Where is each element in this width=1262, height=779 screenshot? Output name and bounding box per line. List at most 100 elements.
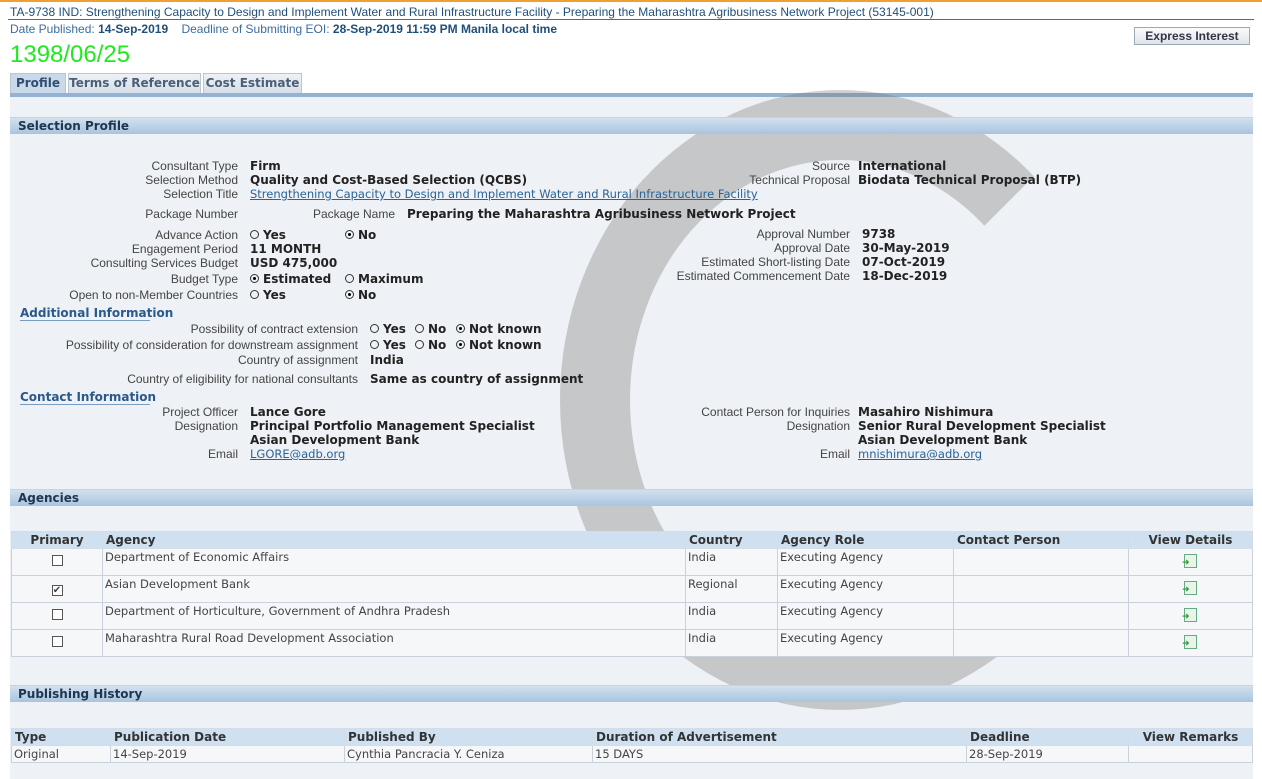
view-details-icon[interactable] bbox=[1182, 634, 1197, 649]
budget-type-estimated[interactable]: Estimated bbox=[250, 272, 331, 286]
col-duration: Duration of Advertisement bbox=[592, 728, 967, 746]
project-officer-value: Lance Gore bbox=[250, 405, 326, 419]
primary-checkbox[interactable]: ✔ bbox=[51, 585, 63, 596]
project-officer-label: Project Officer bbox=[162, 405, 238, 419]
pub-type: Original bbox=[11, 745, 111, 763]
pub-date: 14-Sep-2019 bbox=[110, 745, 345, 763]
col-agency: Agency bbox=[102, 531, 686, 549]
downstream-yes[interactable]: Yes bbox=[370, 338, 406, 352]
package-name-value: Preparing the Maharashtra Agribusiness N… bbox=[407, 207, 796, 221]
advance-action-label: Advance Action bbox=[155, 228, 238, 242]
tab-bar bbox=[10, 93, 1253, 97]
source-value: International bbox=[858, 159, 947, 173]
extension-not-known[interactable]: Not known bbox=[456, 322, 542, 336]
extension-yes[interactable]: Yes bbox=[370, 322, 406, 336]
selection-method-value: Quality and Cost-Based Selection (QCBS) bbox=[250, 173, 528, 187]
col-type: Type bbox=[11, 728, 111, 746]
budget-value: USD 475,000 bbox=[250, 256, 338, 270]
officer-organization: Asian Development Bank bbox=[250, 433, 420, 447]
downstream-label: Possibility of consideration for downstr… bbox=[65, 338, 358, 352]
pub-duration: 15 DAYS bbox=[592, 745, 967, 763]
downstream-not-known[interactable]: Not known bbox=[456, 338, 542, 352]
additional-information-heading: Additional Information bbox=[20, 306, 174, 321]
agency-country: Regional bbox=[685, 575, 778, 603]
inquiries-label: Contact Person for Inquiries bbox=[701, 405, 850, 419]
officer-designation-label: Designation bbox=[174, 419, 238, 433]
agency-contact bbox=[953, 575, 1129, 603]
col-deadline: Deadline bbox=[966, 728, 1129, 746]
consultant-type-label: Consultant Type bbox=[151, 159, 238, 173]
date-published: 14-Sep-2019 bbox=[98, 22, 169, 36]
agency-country: India bbox=[685, 548, 778, 576]
top-accent-line bbox=[0, 0, 1262, 2]
col-contact-person: Contact Person bbox=[953, 531, 1129, 549]
approval-date-label: Approval Date bbox=[773, 241, 850, 255]
primary-checkbox[interactable] bbox=[51, 555, 63, 566]
deadline-label: Deadline of Submitting EOI: bbox=[181, 22, 330, 36]
downstream-no[interactable]: No bbox=[415, 338, 446, 352]
agency-country: India bbox=[685, 629, 778, 657]
agency-contact bbox=[953, 629, 1129, 657]
non-member-no[interactable]: No bbox=[345, 288, 376, 302]
package-name-label: Package Name bbox=[312, 207, 395, 221]
view-details-icon[interactable] bbox=[1182, 580, 1197, 595]
agency-name: Maharashtra Rural Road Development Assoc… bbox=[102, 629, 686, 657]
extension-no[interactable]: No bbox=[415, 322, 446, 336]
agency-country: India bbox=[685, 602, 778, 630]
package-number-label: Package Number bbox=[145, 207, 238, 221]
country-assignment-label: Country of assignment bbox=[237, 353, 358, 367]
commencement-date-label: Estimated Commencement Date bbox=[676, 269, 850, 283]
non-member-label: Open to non-Member Countries bbox=[69, 288, 238, 302]
view-details-icon[interactable] bbox=[1182, 553, 1197, 568]
col-primary: Primary bbox=[11, 531, 103, 549]
section-agencies: Agencies bbox=[10, 489, 1253, 506]
agency-row: Department of Horticulture, Government o… bbox=[11, 602, 1253, 630]
consultant-type-value: Firm bbox=[250, 159, 281, 173]
view-details-icon[interactable] bbox=[1182, 607, 1197, 622]
selection-title-link[interactable]: Strengthening Capacity to Design and Imp… bbox=[250, 187, 758, 201]
advance-action-no[interactable]: No bbox=[345, 228, 376, 242]
approval-date-value: 30-May-2019 bbox=[862, 241, 950, 255]
tab-cost-estimate[interactable]: Cost Estimate bbox=[203, 73, 302, 94]
advance-action-yes[interactable]: Yes bbox=[250, 228, 286, 242]
engagement-period-label: Engagement Period bbox=[131, 242, 238, 256]
col-published-by: Published By bbox=[344, 728, 593, 746]
tab-profile[interactable]: Profile bbox=[10, 73, 66, 94]
date-published-label: Date Published: bbox=[10, 22, 95, 36]
agency-role: Executing Agency bbox=[777, 629, 954, 657]
col-view-details: View Details bbox=[1128, 531, 1253, 549]
title-divider bbox=[8, 19, 1254, 20]
country-assignment-value: India bbox=[370, 353, 404, 367]
col-publication-date: Publication Date bbox=[110, 728, 345, 746]
agency-name: Department of Economic Affairs bbox=[102, 548, 686, 576]
approval-number-value: 9738 bbox=[862, 227, 896, 241]
pub-deadline: 28-Sep-2019 bbox=[966, 745, 1129, 763]
officer-email-label: Email bbox=[207, 447, 238, 461]
content-area bbox=[10, 97, 1253, 779]
tab-terms-of-reference[interactable]: Terms of Reference bbox=[68, 73, 201, 94]
inquiries-email-link[interactable]: mnishimura@adb.org bbox=[858, 447, 983, 461]
col-agency-role: Agency Role bbox=[777, 531, 954, 549]
primary-checkbox[interactable] bbox=[51, 609, 63, 620]
agency-row: Maharashtra Rural Road Development Assoc… bbox=[11, 629, 1253, 657]
inquiries-email-label: Email bbox=[819, 447, 850, 461]
pub-remarks[interactable] bbox=[1128, 745, 1253, 763]
section-publishing-history: Publishing History bbox=[10, 685, 1253, 702]
primary-checkbox[interactable] bbox=[51, 636, 63, 647]
budget-type-maximum[interactable]: Maximum bbox=[345, 272, 423, 286]
extension-label: Possibility of contract extension bbox=[190, 322, 358, 336]
approval-number-label: Approval Number bbox=[756, 227, 850, 241]
agency-role: Executing Agency bbox=[777, 548, 954, 576]
officer-email-link[interactable]: LGORE@adb.org bbox=[250, 447, 346, 461]
page-title: TA-9738 IND: Strengthening Capacity to D… bbox=[10, 5, 934, 19]
agency-contact bbox=[953, 602, 1129, 630]
non-member-yes[interactable]: Yes bbox=[250, 288, 286, 302]
express-interest-button[interactable]: Express Interest bbox=[1134, 27, 1250, 45]
dates-line: Date Published: 14-Sep-2019 Deadline of … bbox=[10, 22, 557, 36]
commencement-date-value: 18-Dec-2019 bbox=[862, 269, 948, 283]
publishing-row: Original 14-Sep-2019 Cynthia Pancracia Y… bbox=[11, 745, 1253, 763]
eligibility-value: Same as country of assignment bbox=[370, 372, 584, 386]
selection-method-label: Selection Method bbox=[145, 173, 238, 187]
col-view-remarks: View Remarks bbox=[1128, 728, 1253, 746]
deadline-value: 28-Sep-2019 11:59 PM Manila local time bbox=[332, 22, 557, 36]
